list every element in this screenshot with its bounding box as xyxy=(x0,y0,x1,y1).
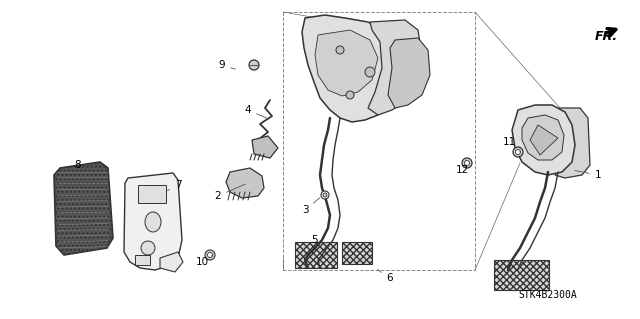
Polygon shape xyxy=(512,105,575,175)
Text: 12: 12 xyxy=(456,165,468,175)
Polygon shape xyxy=(160,252,183,272)
Circle shape xyxy=(321,191,329,199)
Circle shape xyxy=(462,158,472,168)
Polygon shape xyxy=(388,38,430,108)
Text: 6: 6 xyxy=(378,270,394,283)
Circle shape xyxy=(346,91,354,99)
Circle shape xyxy=(205,250,215,260)
Polygon shape xyxy=(530,125,558,155)
Bar xyxy=(135,255,150,265)
Text: 2: 2 xyxy=(214,184,246,201)
Bar xyxy=(494,260,549,290)
Circle shape xyxy=(365,67,375,77)
Circle shape xyxy=(515,150,520,154)
Text: 3: 3 xyxy=(301,198,320,215)
Circle shape xyxy=(336,46,344,54)
Circle shape xyxy=(513,147,523,157)
Ellipse shape xyxy=(141,241,155,255)
Bar xyxy=(138,185,166,203)
Polygon shape xyxy=(315,30,378,96)
Circle shape xyxy=(465,160,470,166)
Bar xyxy=(295,242,337,268)
Circle shape xyxy=(207,253,212,257)
Text: 4: 4 xyxy=(244,105,268,119)
Polygon shape xyxy=(124,173,182,270)
Circle shape xyxy=(323,193,327,197)
Text: FR.: FR. xyxy=(595,29,618,42)
Text: STK4B2300A: STK4B2300A xyxy=(518,290,577,300)
Text: 9: 9 xyxy=(219,60,236,70)
Polygon shape xyxy=(302,15,402,122)
Bar xyxy=(342,242,372,264)
Bar xyxy=(283,12,475,270)
Text: 5: 5 xyxy=(312,235,325,245)
Circle shape xyxy=(249,60,259,70)
Text: 1: 1 xyxy=(575,170,602,180)
Polygon shape xyxy=(54,162,113,255)
Polygon shape xyxy=(368,20,422,115)
Polygon shape xyxy=(226,168,264,198)
Ellipse shape xyxy=(145,212,161,232)
Text: 10: 10 xyxy=(195,255,213,267)
Polygon shape xyxy=(555,108,590,178)
Polygon shape xyxy=(522,115,564,160)
Polygon shape xyxy=(252,136,278,158)
Text: 8: 8 xyxy=(75,160,87,175)
Text: 11: 11 xyxy=(502,137,520,152)
Text: 7: 7 xyxy=(168,180,181,191)
